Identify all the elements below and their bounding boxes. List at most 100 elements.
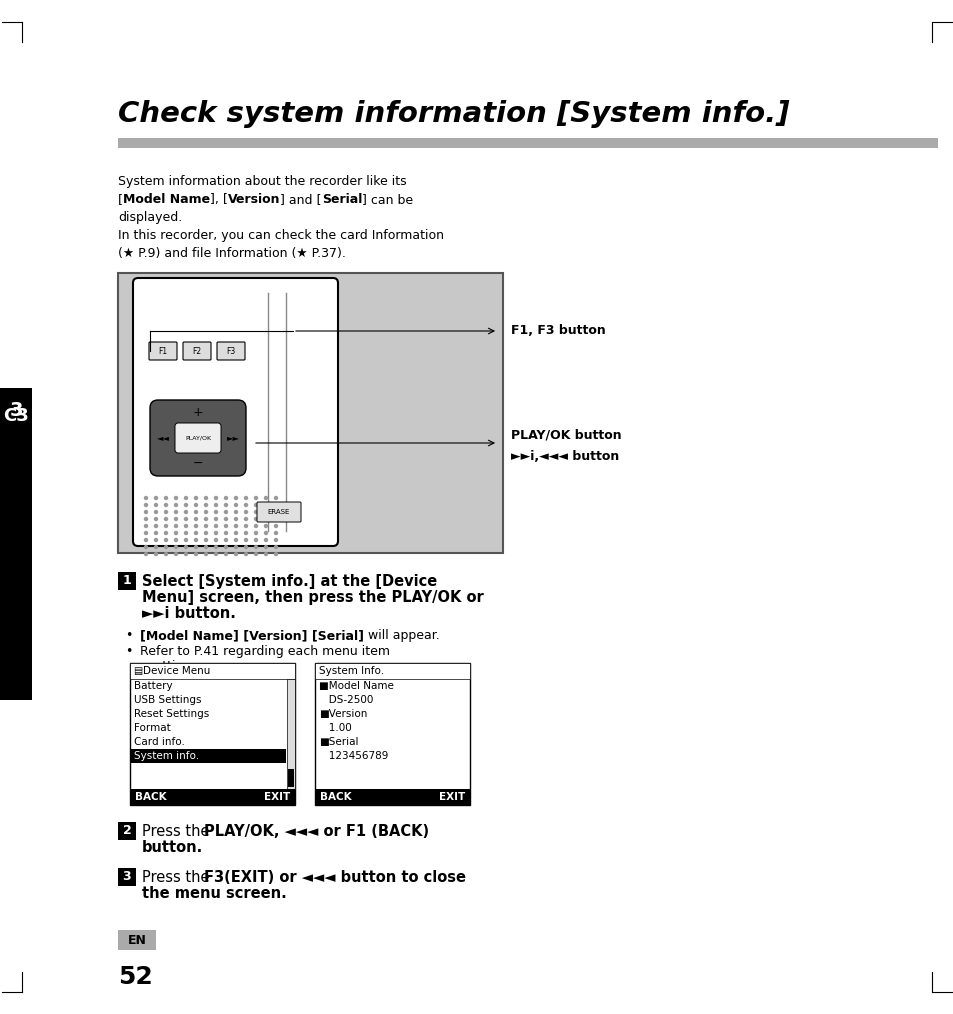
- Circle shape: [184, 497, 188, 500]
- Circle shape: [174, 546, 177, 549]
- Text: Check system information: Check system information: [11, 520, 21, 648]
- Text: settings.: settings.: [148, 660, 202, 673]
- Bar: [0, 388, 32, 700]
- Circle shape: [264, 510, 267, 513]
- FancyBboxPatch shape: [150, 400, 246, 476]
- Circle shape: [234, 531, 237, 534]
- Text: F3(EXIT) or ◄◄◄ button to close: F3(EXIT) or ◄◄◄ button to close: [204, 870, 465, 885]
- Circle shape: [264, 497, 267, 500]
- Circle shape: [214, 524, 217, 527]
- Circle shape: [194, 553, 197, 556]
- Circle shape: [164, 504, 168, 507]
- FancyBboxPatch shape: [183, 342, 211, 360]
- Circle shape: [234, 538, 237, 541]
- Text: BACK: BACK: [135, 792, 167, 802]
- Circle shape: [204, 553, 208, 556]
- Bar: [314, 789, 470, 805]
- Bar: [314, 663, 470, 805]
- Bar: [118, 138, 937, 148]
- Circle shape: [144, 504, 148, 507]
- Bar: [118, 930, 156, 950]
- Circle shape: [244, 524, 247, 527]
- Circle shape: [254, 524, 257, 527]
- Circle shape: [254, 504, 257, 507]
- Circle shape: [214, 504, 217, 507]
- Bar: [288, 769, 294, 787]
- Text: ] and [: ] and [: [280, 193, 322, 206]
- Text: Version: Version: [228, 193, 280, 206]
- FancyBboxPatch shape: [132, 278, 337, 546]
- Circle shape: [154, 524, 157, 527]
- Circle shape: [224, 497, 227, 500]
- Circle shape: [244, 538, 247, 541]
- Circle shape: [234, 517, 237, 520]
- Circle shape: [244, 531, 247, 534]
- Circle shape: [274, 538, 277, 541]
- Bar: [118, 822, 136, 840]
- Circle shape: [244, 517, 247, 520]
- Text: EN: EN: [128, 934, 146, 946]
- Bar: [314, 663, 470, 679]
- Circle shape: [194, 510, 197, 513]
- Circle shape: [204, 546, 208, 549]
- Text: System info.: System info.: [133, 751, 199, 760]
- FancyBboxPatch shape: [149, 342, 177, 360]
- Text: button.: button.: [142, 840, 203, 855]
- Circle shape: [184, 517, 188, 520]
- Circle shape: [164, 517, 168, 520]
- Circle shape: [264, 538, 267, 541]
- Circle shape: [154, 497, 157, 500]
- Text: 3: 3: [123, 870, 132, 883]
- Circle shape: [214, 553, 217, 556]
- Circle shape: [174, 504, 177, 507]
- Circle shape: [184, 524, 188, 527]
- Circle shape: [164, 510, 168, 513]
- Text: Model Name: Model Name: [123, 193, 210, 206]
- Text: 1.00: 1.00: [318, 723, 352, 733]
- Circle shape: [254, 531, 257, 534]
- Circle shape: [154, 504, 157, 507]
- Circle shape: [234, 546, 237, 549]
- Circle shape: [204, 524, 208, 527]
- Text: ], [: ], [: [210, 193, 228, 206]
- Circle shape: [184, 510, 188, 513]
- Text: •: •: [125, 645, 132, 658]
- Circle shape: [224, 510, 227, 513]
- Circle shape: [194, 517, 197, 520]
- Circle shape: [174, 553, 177, 556]
- Text: will appear.: will appear.: [364, 629, 439, 642]
- Text: 1: 1: [123, 575, 132, 587]
- Circle shape: [174, 524, 177, 527]
- Circle shape: [274, 531, 277, 534]
- Circle shape: [264, 546, 267, 549]
- Circle shape: [244, 497, 247, 500]
- Circle shape: [194, 504, 197, 507]
- Bar: [130, 663, 294, 805]
- Circle shape: [274, 510, 277, 513]
- Circle shape: [264, 517, 267, 520]
- Text: 123456789: 123456789: [318, 751, 388, 760]
- Circle shape: [244, 553, 247, 556]
- Circle shape: [274, 553, 277, 556]
- Circle shape: [144, 531, 148, 534]
- Text: [: [: [118, 193, 123, 206]
- Circle shape: [224, 524, 227, 527]
- Circle shape: [164, 546, 168, 549]
- Text: •: •: [125, 629, 132, 642]
- Text: ■Serial: ■Serial: [318, 737, 358, 747]
- Circle shape: [234, 553, 237, 556]
- Text: (★ P.9) and file Information (★ P.37).: (★ P.9) and file Information (★ P.37).: [118, 247, 346, 260]
- Text: Format: Format: [133, 723, 171, 733]
- Circle shape: [144, 497, 148, 500]
- Circle shape: [154, 517, 157, 520]
- Text: ►►i button.: ►►i button.: [142, 606, 235, 621]
- Circle shape: [154, 531, 157, 534]
- Circle shape: [174, 538, 177, 541]
- Text: +: +: [193, 407, 203, 420]
- Text: Reset Settings: Reset Settings: [133, 709, 209, 719]
- FancyBboxPatch shape: [256, 502, 301, 522]
- Bar: [287, 679, 294, 789]
- Circle shape: [234, 524, 237, 527]
- Circle shape: [164, 553, 168, 556]
- Circle shape: [204, 538, 208, 541]
